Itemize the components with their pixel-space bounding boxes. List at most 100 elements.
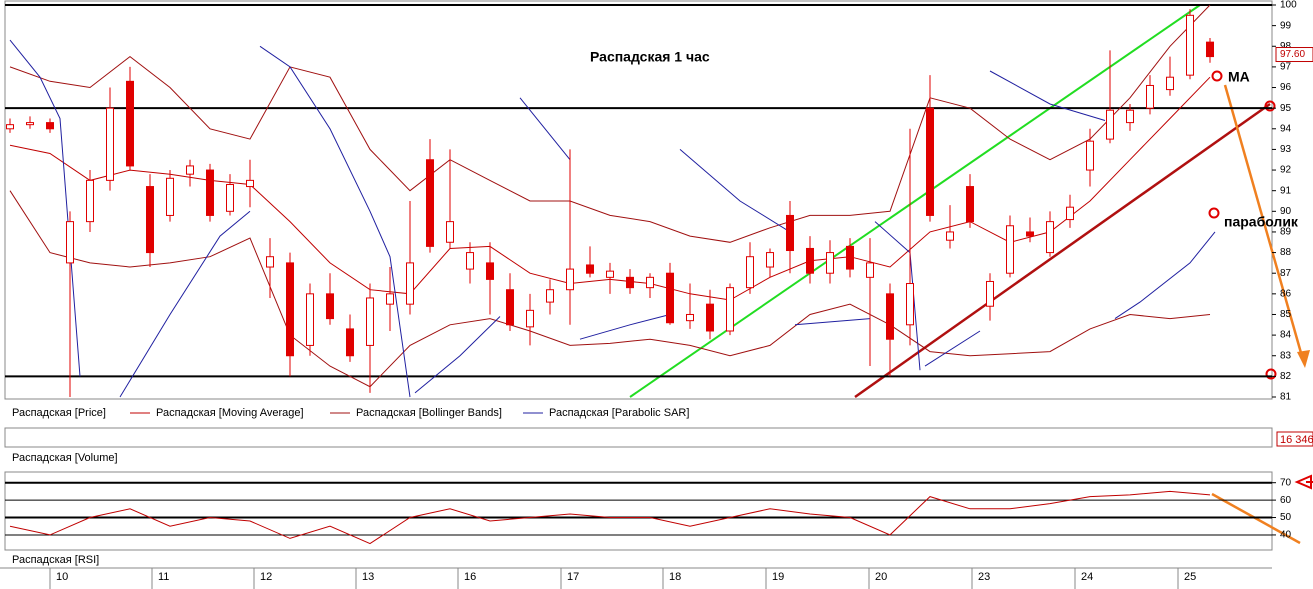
trend-line-green bbox=[629, 4, 1201, 398]
candle-body bbox=[1186, 14, 1194, 76]
candle-body bbox=[506, 289, 514, 326]
y-tick-label: 83 bbox=[1280, 350, 1292, 361]
y-tick-label: 50 bbox=[1280, 512, 1292, 523]
candle-body bbox=[1106, 109, 1114, 140]
x-tick-label: 10 bbox=[56, 571, 68, 583]
candle-body bbox=[1206, 41, 1214, 58]
candle-body bbox=[746, 256, 754, 289]
candle-body bbox=[986, 280, 994, 307]
arrow-orange bbox=[1223, 84, 1305, 361]
y-tick-label: 88 bbox=[1280, 247, 1292, 258]
price-tag-box bbox=[1275, 47, 1313, 63]
volume-panel-frame bbox=[4, 427, 1273, 448]
candle-body bbox=[566, 268, 574, 291]
candle-body bbox=[1086, 140, 1094, 171]
candle-body bbox=[806, 247, 814, 274]
arrow-head bbox=[1297, 350, 1310, 368]
rsi-line bbox=[9, 490, 1211, 545]
candle-body bbox=[1046, 221, 1054, 254]
candle-body bbox=[266, 256, 274, 268]
y-tick-label: 84 bbox=[1280, 330, 1292, 341]
y-tick-label: 40 bbox=[1280, 530, 1292, 541]
panel-label: Распадская [Volume] bbox=[12, 452, 118, 464]
candle-body bbox=[706, 303, 714, 332]
y-tick-label: 100 bbox=[1280, 0, 1297, 11]
candle-body bbox=[1066, 206, 1074, 221]
candle-body bbox=[306, 293, 314, 346]
y-tick-label: 87 bbox=[1280, 268, 1292, 279]
candle-body bbox=[946, 231, 954, 241]
y-tick-label: 81 bbox=[1280, 392, 1292, 403]
candle-body bbox=[86, 179, 94, 223]
candle-body bbox=[106, 107, 114, 181]
candle-body bbox=[206, 169, 214, 216]
candle-body bbox=[546, 289, 554, 303]
x-tick-label: 11 bbox=[158, 571, 169, 583]
candle-body bbox=[126, 80, 134, 167]
y-tick-label: 96 bbox=[1280, 82, 1292, 93]
candle-body bbox=[146, 186, 154, 254]
candle-body bbox=[6, 124, 14, 130]
candle-body bbox=[286, 262, 294, 357]
price-tag: 97.60 bbox=[1280, 49, 1305, 60]
candle-body bbox=[366, 297, 374, 346]
candle-body bbox=[906, 283, 914, 326]
candle-body bbox=[66, 221, 74, 264]
annotation: МА bbox=[1228, 69, 1250, 85]
candle-body bbox=[886, 293, 894, 340]
panel-label: Распадская [RSI] bbox=[12, 554, 99, 566]
candle-body bbox=[1026, 231, 1034, 237]
y-tick-label: 92 bbox=[1280, 165, 1292, 176]
marker-circle bbox=[1265, 368, 1277, 380]
candle-body bbox=[166, 177, 174, 216]
y-tick-label: 94 bbox=[1280, 123, 1292, 134]
candle-body bbox=[526, 309, 534, 328]
y-tick-label: 89 bbox=[1280, 227, 1292, 238]
x-tick-label: 20 bbox=[875, 571, 887, 583]
x-tick-label: 17 bbox=[567, 571, 579, 583]
candle-body bbox=[1146, 84, 1154, 109]
x-tick-label: 13 bbox=[362, 571, 374, 583]
y-tick-label: 93 bbox=[1280, 144, 1292, 155]
y-tick-label: 97 bbox=[1280, 62, 1292, 73]
candle-body bbox=[466, 252, 474, 270]
candle-body bbox=[686, 313, 694, 322]
x-tick-label: 12 bbox=[260, 571, 272, 583]
candle-body bbox=[586, 264, 594, 274]
candle-body bbox=[846, 245, 854, 270]
candle-body bbox=[626, 276, 634, 289]
candle-body bbox=[826, 252, 834, 274]
candle-body bbox=[1166, 76, 1174, 91]
volume-tag-box bbox=[1276, 431, 1313, 447]
legend-label: Распадская [Parabolic SAR] bbox=[549, 407, 689, 419]
candle-body bbox=[866, 262, 874, 278]
y-tick-label: 91 bbox=[1280, 185, 1292, 196]
legend-label: Распадская [Price] bbox=[12, 407, 106, 419]
y-tick-label: 82 bbox=[1280, 371, 1292, 382]
candle-body bbox=[246, 179, 254, 188]
candle-body bbox=[486, 262, 494, 280]
annotation: параболик bbox=[1224, 214, 1299, 230]
y-tick-label: 99 bbox=[1280, 20, 1292, 31]
candle-body bbox=[46, 122, 54, 130]
candle-body bbox=[226, 183, 234, 212]
x-tick-label: 24 bbox=[1081, 571, 1093, 583]
rsi-arrow-marker bbox=[1294, 474, 1313, 490]
candle-body bbox=[1006, 225, 1014, 274]
y-tick-label: 85 bbox=[1280, 309, 1292, 320]
candle-body bbox=[766, 252, 774, 268]
candle-body bbox=[346, 328, 354, 357]
candle-body bbox=[1126, 109, 1134, 124]
candle-body bbox=[606, 270, 614, 278]
legend-label: Распадская [Moving Average] bbox=[156, 407, 304, 419]
bollinger-upper bbox=[9, 4, 1211, 243]
volume-tag: 16 346 bbox=[1280, 434, 1313, 446]
x-tick-label: 19 bbox=[772, 571, 784, 583]
y-tick-label: 70 bbox=[1280, 477, 1292, 488]
candle-body bbox=[726, 287, 734, 332]
bollinger-lower bbox=[9, 190, 1211, 388]
x-tick-label: 25 bbox=[1184, 571, 1196, 583]
candle-body bbox=[406, 262, 414, 305]
candle-body bbox=[966, 186, 974, 223]
